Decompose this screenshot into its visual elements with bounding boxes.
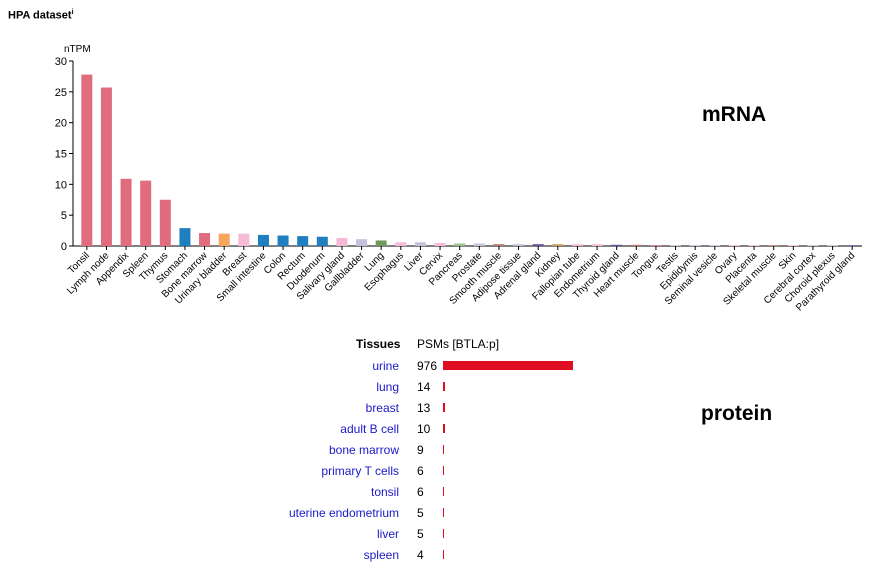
bar-heart-muscle [630, 244, 642, 246]
psm-bar [443, 382, 445, 391]
bar-rectum [297, 236, 309, 246]
psm-value: 14 [417, 380, 431, 394]
tissues-header: Tissues [356, 337, 401, 351]
protein-row: breast 13 [0, 401, 881, 422]
bar-epididymis [689, 245, 701, 246]
tissue-link[interactable]: primary T cells [321, 464, 399, 478]
bar-tongue [650, 245, 662, 246]
psm-bar [443, 424, 445, 433]
protein-row: urine 976 [0, 359, 881, 380]
psm-value: 4 [417, 548, 424, 562]
bar-stomach [179, 228, 191, 246]
psm-bar [443, 508, 444, 517]
y-tick-label: 10 [55, 179, 67, 191]
psm-bar [443, 466, 444, 475]
bar-urinary-bladder [218, 233, 230, 246]
y-tick-label: 15 [55, 149, 67, 161]
psm-value: 13 [417, 401, 431, 415]
info-icon[interactable]: i [71, 9, 74, 16]
psm-value: 10 [417, 422, 431, 436]
tissue-link[interactable]: lung [376, 380, 399, 394]
mrna-label: mRNA [702, 103, 767, 126]
bar-duodenum [316, 236, 328, 246]
bar-tonsil [81, 74, 93, 246]
protein-row: spleen 4 [0, 548, 881, 569]
tissue-link[interactable]: liver [376, 527, 399, 541]
bar-liver [414, 242, 426, 246]
psm-bar [443, 361, 573, 370]
psm-value: 9 [417, 443, 424, 457]
protein-row: uterine endometrium 5 [0, 506, 881, 527]
bar-esophagus [395, 242, 407, 246]
tissue-link[interactable]: adult B cell [340, 422, 399, 436]
protein-row: bone marrow 9 [0, 443, 881, 464]
bar-salivary-gland [336, 237, 348, 246]
bar-choroid-plexus [827, 245, 839, 246]
bar-smooth-muscle [493, 244, 505, 246]
bar-endometrium [591, 244, 603, 246]
tissue-link[interactable]: uterine endometrium [288, 506, 399, 520]
tissue-link[interactable]: bone marrow [328, 443, 399, 457]
bar-seminal-vesicle [709, 245, 721, 246]
bar-gallbladder [356, 239, 368, 246]
psm-bar [443, 550, 444, 559]
y-axis-label: nTPM [64, 44, 91, 55]
bar-skeletal-muscle [768, 245, 780, 246]
protein-row: tonsil 6 [0, 485, 881, 506]
bar-kidney [552, 244, 564, 246]
psm-value: 5 [417, 506, 424, 520]
psm-value: 6 [417, 485, 424, 499]
tissue-link[interactable]: urine [372, 359, 399, 373]
psm-bar [443, 487, 444, 496]
psm-value: 6 [417, 464, 424, 478]
page-title: HPA dataseti [8, 9, 74, 22]
psm-bar [443, 445, 444, 454]
bar-skin [787, 245, 799, 246]
bar-cerebral-cortex [807, 245, 819, 246]
bar-thyroid-gland [611, 244, 623, 246]
bar-lymph-node [100, 87, 112, 247]
tissue-link[interactable]: breast [365, 401, 399, 415]
bar-testis [670, 245, 682, 246]
protein-row: primary T cells 6 [0, 464, 881, 485]
protein-row: lung 14 [0, 380, 881, 401]
y-tick-label: 0 [61, 241, 67, 253]
bar-thymus [159, 199, 171, 246]
psm-bar [443, 403, 445, 412]
bar-prostate [473, 243, 485, 246]
bar-breast [238, 233, 250, 246]
psm-bar [443, 529, 444, 538]
y-tick-label: 25 [55, 87, 67, 99]
bar-colon [277, 235, 289, 246]
bar-adipose-tissue [513, 244, 525, 246]
protein-row: liver 5 [0, 527, 881, 548]
bar-bone-marrow [199, 233, 211, 246]
protein-label: protein [701, 402, 773, 425]
psms-header: PSMs [BTLA:p] [417, 337, 500, 351]
psm-value: 5 [417, 527, 424, 541]
tissue-link[interactable]: spleen [363, 548, 399, 562]
y-tick-label: 30 [55, 56, 67, 68]
bar-ovary [728, 245, 740, 246]
bar-placenta [748, 245, 760, 246]
y-tick-label: 20 [55, 118, 67, 130]
bar-parathyroid-gland [846, 245, 858, 246]
bar-appendix [120, 178, 132, 246]
bar-adrenal-gland [532, 244, 544, 246]
bar-cervix [434, 242, 446, 246]
bar-fallopian-tube [571, 244, 583, 246]
psm-value: 976 [417, 359, 438, 373]
bar-small-intestine [257, 234, 269, 246]
bar-spleen [140, 180, 152, 246]
protein-row: adult B cell 10 [0, 422, 881, 443]
bar-pancreas [454, 243, 466, 246]
y-tick-label: 5 [61, 210, 67, 222]
bar-lung [375, 240, 387, 246]
tissue-link[interactable]: tonsil [370, 485, 399, 499]
